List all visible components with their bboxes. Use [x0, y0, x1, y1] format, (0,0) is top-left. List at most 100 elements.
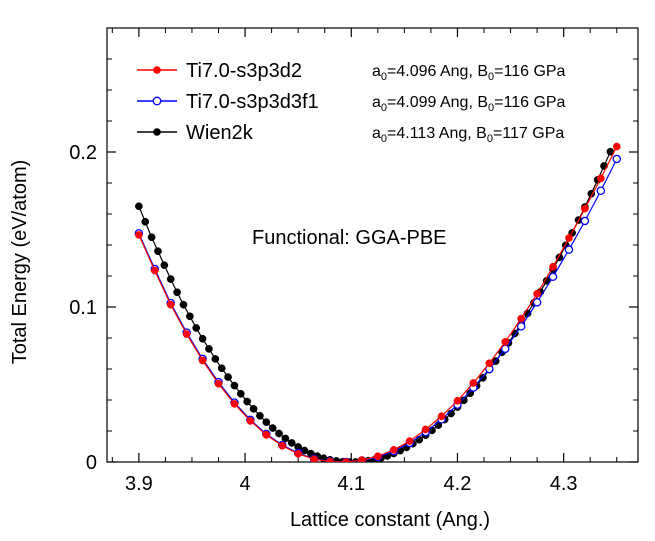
data-point — [596, 174, 605, 183]
y-axis-title: Total Energy (eV/atom) — [9, 160, 31, 365]
data-point — [205, 345, 213, 353]
y-tick-label: 0.2 — [69, 142, 97, 164]
legend: Ti7.0-s3p3d2 a0=4.096 Ang, B0=116 GPaTi7.… — [137, 60, 566, 145]
x-tick-label: 4.3 — [550, 473, 578, 495]
data-point — [564, 245, 574, 254]
data-point — [166, 275, 175, 283]
data-point — [580, 216, 590, 226]
data-point — [469, 379, 478, 387]
legend-item-ti7-0-s3p3d3f1: Ti7.0-s3p3d3f1 a0=4.099 Ang, B0=116 GPa — [137, 91, 566, 114]
functional-annotation: Functional: GGA-PBE — [252, 227, 447, 249]
data-point — [517, 314, 526, 323]
legend-label: Ti7.0-s3p3d3f1 — [186, 91, 319, 113]
y-tick-label: 0.1 — [69, 297, 97, 319]
series-ti7-0-s3p3d2 — [135, 142, 621, 462]
x-axis-title: Lattice constant (Ang.) — [290, 509, 490, 531]
series-ti7-0-s3p3d3f1 — [134, 154, 622, 462]
data-point — [565, 234, 573, 242]
series-line — [138, 151, 611, 462]
data-point — [268, 424, 277, 432]
data-point — [275, 429, 283, 438]
data-point — [326, 457, 334, 462]
y-tick-label: 0 — [86, 452, 97, 474]
data-point — [415, 435, 424, 444]
data-series — [134, 142, 622, 462]
data-point — [596, 186, 606, 195]
data-point — [262, 418, 271, 427]
data-point — [150, 266, 159, 275]
data-point — [230, 381, 239, 390]
data-point — [249, 404, 258, 413]
data-point — [192, 324, 201, 332]
data-point — [549, 262, 557, 271]
data-point — [185, 312, 194, 321]
data-point — [166, 300, 175, 309]
legend-marker — [152, 96, 162, 106]
data-point — [389, 446, 398, 454]
legend-item-wien2k: Wien2k a0=4.113 Ang, B0=117 GPa — [137, 122, 564, 145]
data-point — [421, 425, 430, 434]
data-point — [141, 217, 150, 226]
data-point — [501, 338, 510, 346]
data-point — [173, 288, 181, 297]
data-point — [217, 364, 226, 373]
data-point — [373, 452, 382, 461]
data-point — [500, 344, 510, 354]
axis-ticks — [107, 27, 638, 463]
data-point — [612, 142, 621, 151]
data-point — [224, 373, 232, 381]
x-tick-label: 4.1 — [337, 473, 365, 495]
data-point — [310, 455, 318, 462]
x-tick-label: 4 — [239, 473, 250, 495]
legend-marker — [153, 128, 161, 136]
data-point — [135, 231, 143, 239]
series-line — [138, 158, 618, 462]
axis-tick-labels: 3.9 4 4.1 4.2 4.3 0 0.1 0.2 — [69, 142, 577, 495]
legend-label: Ti7.0-s3p3d2 — [186, 60, 302, 82]
data-point — [198, 334, 207, 343]
data-point — [479, 373, 487, 382]
data-point — [262, 431, 271, 439]
data-point — [182, 330, 191, 338]
data-point — [135, 202, 143, 211]
data-point — [230, 400, 239, 408]
legend-label: Wien2k — [186, 122, 254, 144]
legend-params: a0=4.096 Ang, B0=116 GPa — [372, 63, 566, 83]
data-point — [533, 289, 541, 298]
data-point — [516, 322, 526, 331]
data-point — [437, 412, 446, 421]
data-point — [548, 272, 558, 282]
data-point — [532, 298, 542, 307]
data-point — [453, 396, 462, 405]
data-point — [287, 439, 296, 447]
data-point — [281, 434, 290, 443]
data-point — [211, 355, 220, 363]
data-point — [612, 154, 622, 164]
data-point — [246, 417, 255, 425]
data-point — [405, 437, 414, 445]
legend-params: a0=4.113 Ang, B0=117 GPa — [372, 125, 564, 145]
data-point — [485, 359, 494, 368]
data-point — [214, 379, 223, 388]
series-line — [138, 146, 618, 462]
data-point — [236, 389, 245, 398]
x-tick-label: 4.2 — [444, 473, 472, 495]
data-point — [179, 300, 188, 309]
x-tick-label: 3.9 — [125, 473, 153, 495]
data-point — [342, 458, 350, 462]
legend-item-ti7-0-s3p3d2: Ti7.0-s3p3d2 a0=4.096 Ang, B0=116 GPa — [137, 60, 566, 83]
legend-marker — [153, 66, 161, 74]
data-point — [294, 449, 303, 458]
data-point — [256, 411, 264, 420]
data-point — [581, 204, 589, 213]
data-point — [147, 233, 156, 242]
data-point — [154, 247, 162, 256]
data-point — [358, 456, 366, 462]
data-point — [243, 397, 252, 406]
series-wien2k — [135, 147, 615, 462]
data-point — [198, 356, 207, 365]
legend-params: a0=4.099 Ang, B0=116 GPa — [372, 94, 566, 114]
data-point — [160, 261, 169, 269]
data-point — [278, 441, 287, 450]
